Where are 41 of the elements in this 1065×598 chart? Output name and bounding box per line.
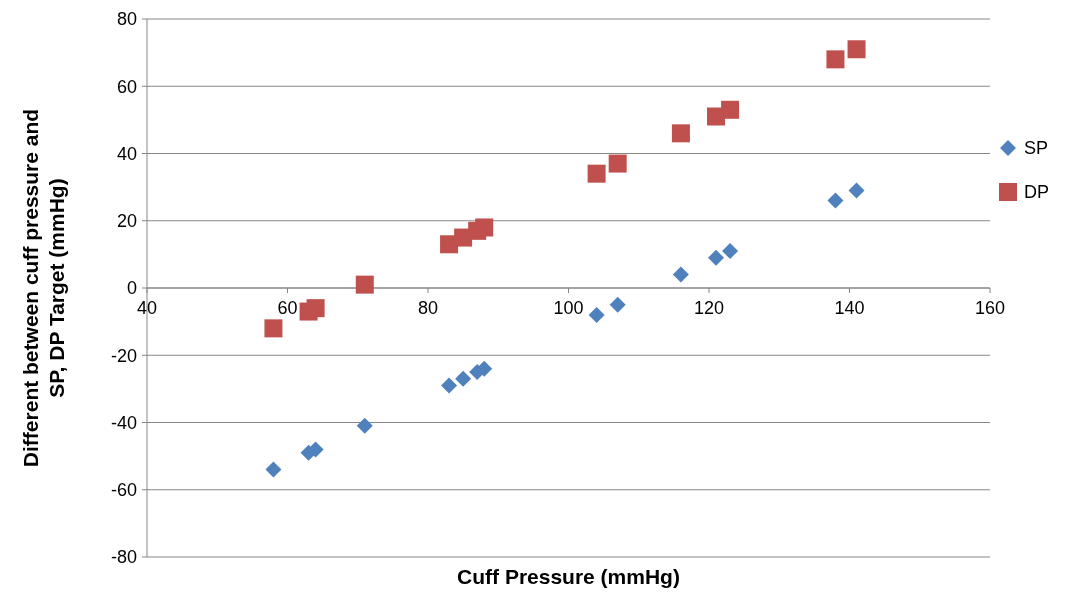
y-tick-label: 0 (126, 278, 137, 299)
point (441, 377, 458, 394)
y-tick-label: 40 (116, 143, 137, 164)
x-axis-title: Cuff Pressure (mmHg) (457, 565, 680, 588)
point (264, 319, 283, 338)
y-tick-label: 20 (116, 211, 137, 232)
point (721, 100, 740, 119)
x-tick-label: 120 (693, 298, 725, 318)
point (306, 299, 325, 318)
y-tick-label: -20 (110, 345, 137, 366)
point (722, 243, 739, 260)
point (265, 461, 282, 478)
point (847, 40, 866, 59)
legend-label: DP (1024, 182, 1050, 203)
point (356, 417, 373, 434)
point (587, 164, 606, 183)
y-tick-label: -60 (110, 480, 137, 501)
point (355, 275, 374, 294)
point (609, 296, 626, 313)
point (708, 249, 725, 266)
y-tick-label: -80 (110, 547, 137, 568)
x-tick-label: 140 (834, 298, 865, 318)
point (671, 124, 690, 143)
x-tick-label: 100 (553, 298, 584, 318)
point (848, 182, 865, 199)
point (827, 192, 844, 209)
point (588, 306, 605, 323)
y-tick-label: 60 (116, 76, 137, 97)
y-axis-title: Different between cuff pressure and SP, DP Target (mmHg) (18, 108, 69, 468)
x-tick-label: 160 (974, 298, 1006, 318)
point (455, 370, 472, 387)
point (826, 50, 845, 69)
point (608, 154, 627, 173)
y-tick-label: -40 (110, 412, 137, 433)
x-tick-label: 40 (136, 298, 158, 318)
x-tick-label: 60 (277, 298, 298, 318)
legend-label: SP (1024, 138, 1049, 159)
point (475, 218, 494, 237)
y-tick-label: 80 (116, 9, 137, 30)
point (672, 266, 689, 283)
x-tick-label: 80 (417, 298, 439, 318)
